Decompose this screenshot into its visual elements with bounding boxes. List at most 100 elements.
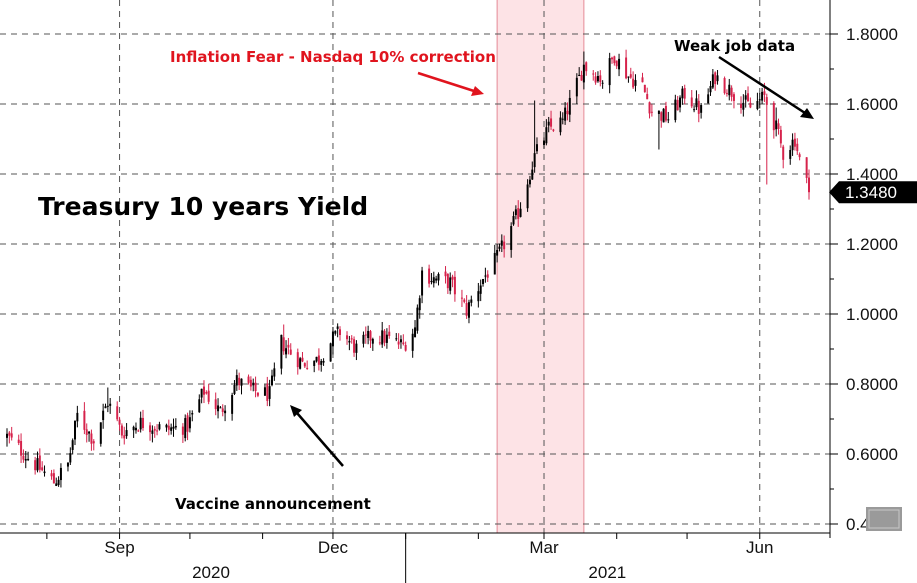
candle-body bbox=[615, 60, 618, 67]
candle-body bbox=[453, 276, 456, 295]
candle-body bbox=[184, 418, 187, 439]
candle-body bbox=[395, 338, 398, 340]
candle-body bbox=[142, 417, 145, 429]
candle-body bbox=[22, 455, 25, 460]
candle-body bbox=[634, 80, 637, 86]
candle-body bbox=[235, 375, 238, 386]
candle-body bbox=[102, 410, 105, 421]
candle-body bbox=[535, 144, 538, 152]
candle-body bbox=[6, 433, 8, 438]
candle-body bbox=[355, 343, 358, 353]
candle-body bbox=[322, 360, 325, 363]
candle-body bbox=[765, 97, 768, 105]
candle-body bbox=[55, 483, 58, 487]
candle-body bbox=[707, 94, 710, 104]
ytick-label: 0.8000 bbox=[846, 375, 898, 394]
candle-body bbox=[465, 302, 468, 316]
candle-body bbox=[346, 335, 349, 340]
candle-body bbox=[625, 57, 628, 79]
candle-body bbox=[503, 241, 506, 250]
candle-body bbox=[238, 377, 241, 386]
candle-body bbox=[106, 405, 109, 407]
candle-body bbox=[543, 140, 546, 145]
candle-body bbox=[153, 428, 156, 431]
candle-body bbox=[716, 75, 719, 82]
candle-body bbox=[517, 208, 520, 219]
candle-body bbox=[10, 433, 13, 438]
candle-body bbox=[381, 330, 384, 345]
candle-body bbox=[627, 76, 630, 78]
candle-body bbox=[526, 184, 529, 209]
candle-body bbox=[172, 426, 175, 429]
candle-body bbox=[399, 339, 402, 343]
candle-body bbox=[657, 110, 660, 114]
candle-body bbox=[59, 467, 62, 481]
ytick-label: 1.4000 bbox=[846, 165, 898, 184]
candle-body bbox=[681, 88, 684, 99]
arrow-vaccine bbox=[290, 405, 344, 467]
candle-body bbox=[315, 356, 318, 362]
candle-body bbox=[500, 240, 503, 246]
candle-body bbox=[580, 75, 583, 81]
candle-body bbox=[594, 76, 597, 83]
candle-body bbox=[519, 208, 522, 217]
candle-body bbox=[385, 334, 388, 343]
candle-body bbox=[648, 102, 651, 114]
candle-body bbox=[34, 460, 37, 471]
candle-body bbox=[69, 453, 72, 463]
candle-body bbox=[496, 249, 499, 256]
candle-body bbox=[369, 331, 372, 341]
candle-body bbox=[643, 84, 646, 93]
candle-body bbox=[268, 386, 271, 399]
candle-body bbox=[547, 121, 550, 126]
candle-body bbox=[367, 330, 370, 338]
candle-body bbox=[601, 82, 604, 84]
xtick-label: Dec bbox=[318, 538, 349, 557]
candle-body bbox=[8, 432, 11, 436]
candle-body bbox=[777, 123, 780, 129]
candle-body bbox=[137, 430, 140, 432]
candle-body bbox=[566, 110, 569, 115]
candle-body bbox=[575, 77, 578, 97]
candle-body bbox=[697, 100, 700, 114]
candle-body bbox=[430, 280, 433, 282]
candle-body bbox=[158, 424, 161, 430]
candle-body bbox=[484, 275, 487, 277]
candle-body bbox=[397, 341, 400, 345]
candle-body bbox=[528, 179, 531, 185]
candle-body bbox=[353, 339, 356, 353]
candle-body bbox=[296, 352, 299, 368]
candle-body bbox=[221, 408, 224, 412]
candle-body bbox=[83, 410, 86, 430]
candle-body bbox=[299, 358, 302, 369]
candle-body bbox=[219, 407, 222, 409]
candle-body bbox=[202, 386, 205, 395]
candle-body bbox=[99, 422, 102, 444]
candle-layer bbox=[6, 49, 810, 488]
chart-title: Treasury 10 years Yield bbox=[38, 192, 368, 221]
candle-body bbox=[66, 462, 69, 467]
annotation-weak-job-data: Weak job data bbox=[674, 37, 795, 55]
xtick-label: Sep bbox=[104, 538, 134, 557]
candle-body bbox=[76, 412, 79, 422]
candle-body bbox=[36, 458, 39, 471]
candle-body bbox=[383, 330, 386, 343]
candle-body bbox=[782, 146, 785, 160]
candle-body bbox=[723, 78, 726, 94]
candle-body bbox=[414, 327, 417, 338]
ytick-label: 1.2000 bbox=[846, 235, 898, 254]
ytick-label: 0.6000 bbox=[846, 445, 898, 464]
candle-body bbox=[104, 406, 107, 409]
annotation-inflation-fear: Inflation Fear - Nasdaq 10% correction bbox=[170, 48, 496, 66]
candle-body bbox=[116, 406, 119, 420]
candle-body bbox=[796, 143, 799, 152]
candle-body bbox=[728, 84, 731, 96]
candle-body bbox=[317, 355, 320, 365]
candle-body bbox=[756, 101, 759, 109]
candle-body bbox=[85, 429, 88, 435]
candle-body bbox=[418, 298, 421, 311]
candle-body bbox=[467, 302, 470, 318]
candle-body bbox=[247, 376, 250, 383]
candle-body bbox=[167, 425, 170, 430]
